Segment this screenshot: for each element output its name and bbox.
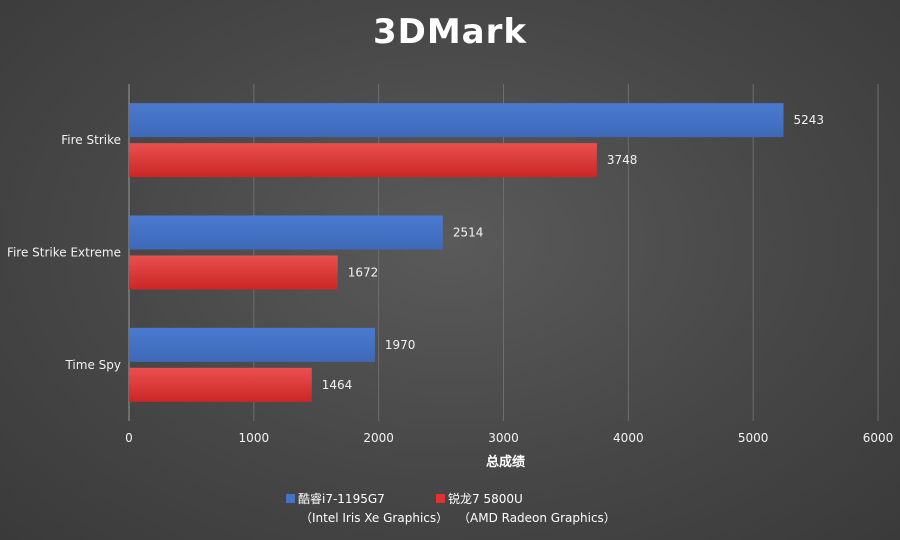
bar-amd (129, 143, 597, 178)
x-tick-label: 6000 (863, 431, 894, 445)
bar-intel (129, 103, 784, 138)
x-tick-label: 2000 (363, 431, 394, 445)
legend-label: 酷睿i7-1195G7 (298, 491, 385, 506)
legend-swatch (436, 494, 445, 503)
x-tick-label: 1000 (239, 431, 270, 445)
data-label: 1970 (385, 338, 416, 352)
category-label: Time Spy (64, 358, 121, 372)
x-tick-label: 0 (125, 431, 133, 445)
x-axis-title: 总成绩 (486, 454, 525, 470)
category-label: Fire Strike Extreme (7, 246, 121, 260)
legend-sublabel: （AMD Radeon Graphics） (458, 511, 616, 525)
x-tick-label: 5000 (738, 431, 769, 445)
x-tick-label: 4000 (613, 431, 644, 445)
legend-label: 锐龙7 5800U (448, 492, 523, 506)
bar-amd (129, 367, 312, 402)
x-tick-label: 3000 (488, 431, 519, 445)
chart-title: 3DMark (372, 12, 528, 52)
bar-amd (129, 255, 338, 290)
data-label: 3748 (607, 153, 638, 167)
data-label: 2514 (453, 226, 484, 240)
data-label: 5243 (794, 113, 825, 127)
legend-swatch (286, 494, 295, 503)
bar-intel (129, 327, 375, 362)
data-label: 1672 (348, 266, 379, 280)
category-label: Fire Strike (61, 133, 121, 147)
bar-intel (129, 215, 443, 250)
legend-sublabel: （Intel Iris Xe Graphics） (300, 511, 448, 525)
data-label: 1464 (322, 378, 353, 392)
